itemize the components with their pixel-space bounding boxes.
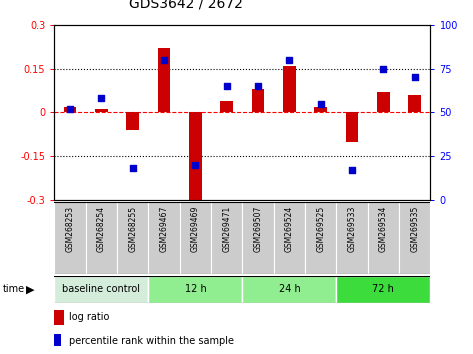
Text: GSM268255: GSM268255 (128, 205, 137, 252)
Bar (305, 202, 336, 274)
Text: time: time (2, 284, 25, 295)
Bar (149, 276, 243, 303)
Point (66, 106, 74, 112)
Bar (346, 113, 359, 142)
Bar (243, 202, 274, 274)
Text: percentile rank within the sample: percentile rank within the sample (70, 336, 235, 346)
Point (348, 167, 356, 173)
Bar (409, 95, 421, 113)
Text: GSM269535: GSM269535 (410, 205, 419, 252)
Bar (336, 202, 368, 274)
Bar (220, 101, 233, 113)
Text: 72 h: 72 h (373, 284, 394, 295)
Bar (243, 276, 336, 303)
Bar (117, 202, 149, 274)
Point (411, 75, 419, 80)
Bar (54, 202, 86, 274)
Text: GSM269534: GSM269534 (379, 205, 388, 252)
Point (192, 162, 199, 168)
Bar (54, 334, 61, 346)
Point (317, 101, 324, 107)
Text: GSM269525: GSM269525 (316, 205, 325, 252)
Text: GSM269533: GSM269533 (348, 205, 357, 252)
Bar (189, 113, 201, 200)
Text: 12 h: 12 h (184, 284, 206, 295)
Bar (377, 92, 390, 113)
Bar (252, 89, 264, 113)
Text: GSM269467: GSM269467 (159, 205, 168, 252)
Text: GSM269471: GSM269471 (222, 205, 231, 252)
Bar (86, 202, 117, 274)
Point (286, 57, 293, 63)
Bar (274, 202, 305, 274)
Point (129, 166, 137, 171)
Text: GSM269469: GSM269469 (191, 205, 200, 252)
Bar (336, 276, 430, 303)
Bar (399, 202, 430, 274)
Bar (180, 202, 211, 274)
Bar (283, 66, 296, 113)
Text: GSM269507: GSM269507 (254, 205, 263, 252)
Point (223, 83, 230, 89)
Bar (149, 202, 180, 274)
Text: baseline control: baseline control (62, 284, 140, 295)
Bar (158, 48, 170, 113)
Point (380, 66, 387, 72)
Text: log ratio: log ratio (70, 312, 110, 322)
Text: ▶: ▶ (26, 284, 34, 295)
Bar (126, 113, 139, 130)
Text: GDS3642 / 2672: GDS3642 / 2672 (129, 0, 243, 11)
Point (254, 83, 262, 89)
Bar (315, 107, 327, 113)
Text: 24 h: 24 h (279, 284, 300, 295)
Text: GSM268253: GSM268253 (66, 205, 75, 252)
Bar (95, 109, 108, 113)
Text: GSM269524: GSM269524 (285, 205, 294, 252)
Point (160, 57, 168, 63)
Bar (211, 202, 243, 274)
Bar (64, 107, 76, 113)
Bar (54, 310, 64, 325)
Bar (54, 276, 149, 303)
Point (97, 96, 105, 101)
Text: GSM268254: GSM268254 (97, 205, 106, 252)
Bar (368, 202, 399, 274)
